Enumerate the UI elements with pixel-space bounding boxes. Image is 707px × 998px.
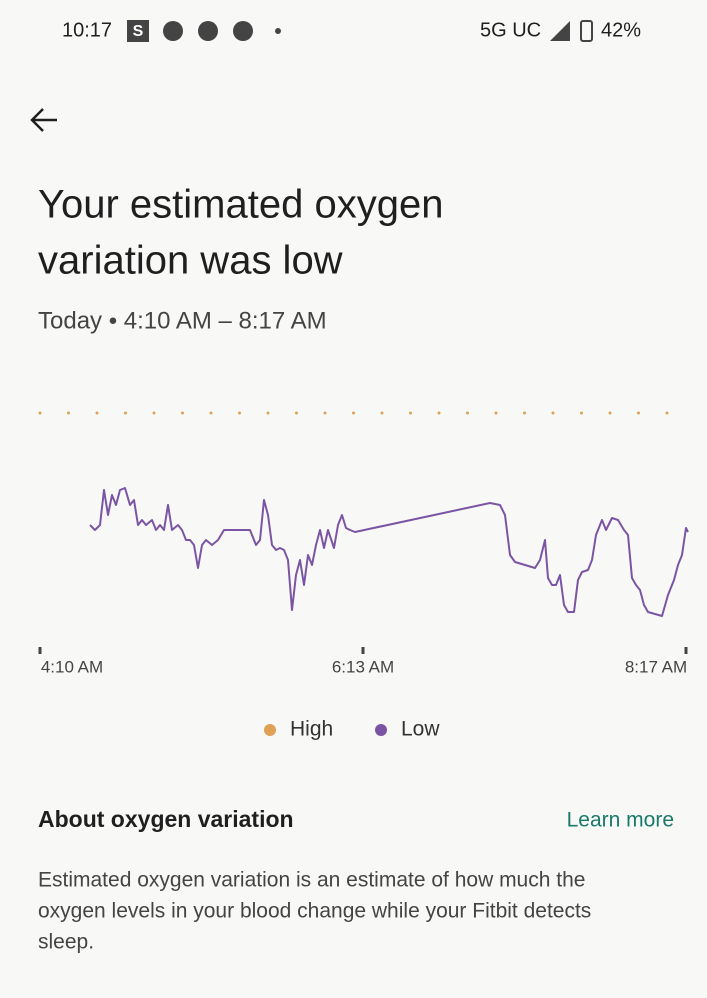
status-battery: 42%: [601, 19, 641, 41]
x-label: 4:10 AM: [41, 657, 103, 676]
battery-icon: [580, 20, 593, 42]
section-heading: About oxygen variation: [38, 806, 294, 832]
title-line: Your estimated oxygen: [38, 183, 443, 227]
legend-label: High: [290, 718, 333, 741]
status-time: 10:17: [62, 19, 112, 41]
learn-more-link[interactable]: Learn more: [567, 809, 674, 832]
x-tick-marks: [38, 647, 688, 654]
body-text: Estimated oxygen variation is an estimat…: [38, 869, 585, 892]
legend-label: Low: [401, 718, 440, 741]
title-line: variation was low: [38, 239, 343, 283]
legend-swatch: [264, 724, 276, 736]
x-label: 6:13 AM: [332, 657, 394, 676]
signal-icon: [550, 21, 570, 41]
status-network: 5G UC: [480, 19, 541, 41]
subtitle: Today • 4:10 AM – 8:17 AM: [38, 307, 327, 334]
app-icon-letter: S: [133, 23, 144, 40]
x-label: 8:17 AM: [625, 657, 687, 676]
oxygen-line: [89, 487, 689, 617]
facebook-icons: [163, 21, 281, 41]
back-button[interactable]: [30, 108, 57, 132]
body-text: sleep.: [38, 931, 94, 954]
body-text: oxygen levels in your blood change while…: [38, 900, 591, 923]
app-icon-box: [127, 20, 149, 42]
legend-swatch: [375, 724, 387, 736]
